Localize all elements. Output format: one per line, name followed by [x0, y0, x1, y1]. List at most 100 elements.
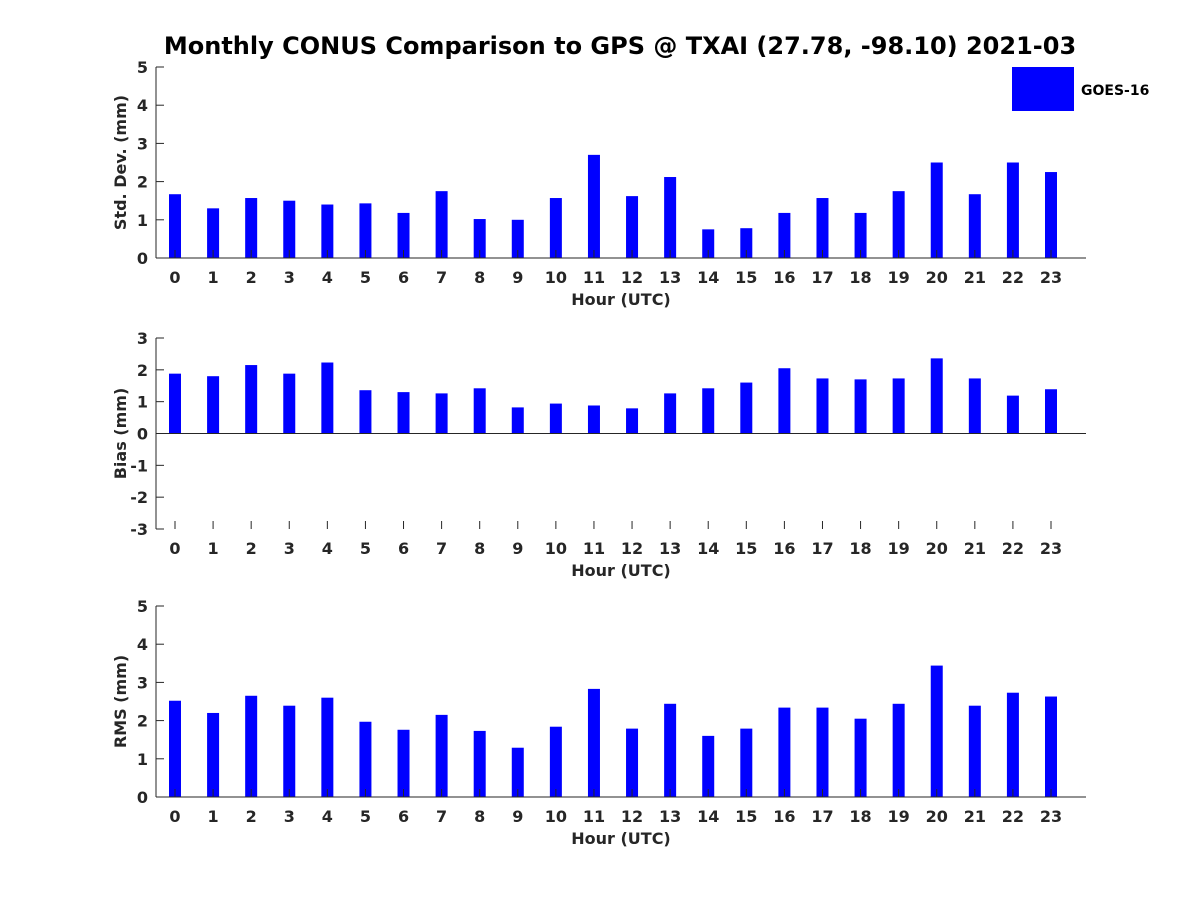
x-tick-label: 10	[545, 807, 567, 826]
x-tick-label: 1	[208, 268, 219, 287]
x-tick-label: 20	[926, 807, 948, 826]
x-tick-label: 17	[811, 807, 833, 826]
bar-hour-18	[854, 718, 867, 797]
x-tick-label: 4	[322, 539, 333, 558]
x-tick-label: 5	[360, 268, 371, 287]
bar-hour-22	[1006, 162, 1019, 258]
bar-hour-14	[702, 735, 715, 797]
bar-hour-18	[854, 379, 867, 434]
bar-hour-12	[626, 196, 639, 258]
y-tick-label: -3	[130, 520, 148, 539]
bar-hour-3	[283, 705, 296, 797]
y-axis-label: Bias (mm)	[111, 388, 130, 480]
bar-hour-4	[321, 204, 334, 258]
y-tick-label: -1	[130, 456, 148, 475]
x-tick-label: 20	[926, 268, 948, 287]
bar-hour-6	[397, 392, 410, 434]
y-tick-label: 3	[137, 329, 148, 348]
y-tick-label: 1	[137, 211, 148, 230]
bar-hour-16	[778, 212, 791, 258]
x-tick-label: 5	[360, 539, 371, 558]
x-tick-label: 12	[621, 807, 643, 826]
bar-hour-8	[473, 730, 486, 797]
x-tick-label: 8	[474, 268, 485, 287]
bar-hour-22	[1006, 692, 1019, 797]
x-tick-label: 16	[773, 268, 795, 287]
x-tick-label: 7	[436, 807, 447, 826]
y-tick-label: -2	[130, 488, 148, 507]
x-tick-label: 14	[697, 807, 719, 826]
x-tick-label: 0	[169, 807, 180, 826]
bar-hour-15	[740, 382, 753, 434]
y-axis-label: RMS (mm)	[111, 655, 130, 748]
x-axis-label: Hour (UTC)	[571, 829, 671, 848]
bar-hour-9	[511, 407, 524, 434]
chart-title: Monthly CONUS Comparison to GPS @ TXAI (…	[164, 32, 1076, 60]
bar-hour-5	[359, 203, 372, 258]
bar-hour-17	[816, 198, 829, 258]
bar-hour-9	[511, 219, 524, 258]
x-tick-label: 13	[659, 539, 681, 558]
y-tick-label: 0	[137, 788, 148, 807]
bar-hour-7	[435, 393, 448, 434]
x-tick-label: 19	[888, 539, 910, 558]
bar-hour-13	[664, 177, 677, 258]
bar-hour-23	[1045, 696, 1057, 797]
x-tick-label: 18	[849, 539, 871, 558]
bar-hour-0	[169, 373, 181, 434]
y-tick-label: 1	[137, 393, 148, 412]
x-tick-label: 0	[169, 539, 180, 558]
y-tick-label: 3	[137, 134, 148, 153]
bar-hour-20	[930, 665, 943, 797]
bar-hour-14	[702, 388, 715, 434]
y-tick-label: 4	[137, 635, 148, 654]
y-axis-label: Std. Dev. (mm)	[111, 95, 130, 230]
x-tick-label: 6	[398, 807, 409, 826]
bar-hour-1	[207, 376, 220, 434]
bar-hour-7	[435, 714, 448, 797]
y-tick-label: 1	[137, 750, 148, 769]
bar-hour-17	[816, 378, 829, 434]
bar-hour-6	[397, 212, 410, 258]
x-tick-label: 11	[583, 268, 605, 287]
x-tick-label: 12	[621, 539, 643, 558]
y-tick-label: 2	[137, 173, 148, 192]
x-tick-label: 1	[208, 539, 219, 558]
y-tick-label: 2	[137, 712, 148, 731]
bar-hour-11	[587, 154, 600, 258]
x-tick-label: 4	[322, 268, 333, 287]
x-tick-label: 16	[773, 807, 795, 826]
x-tick-label: 1	[208, 807, 219, 826]
bar-hour-8	[473, 388, 486, 434]
x-tick-label: 3	[284, 539, 295, 558]
bar-hour-1	[207, 712, 220, 797]
bar-hour-11	[587, 688, 600, 797]
x-tick-label: 23	[1040, 268, 1062, 287]
x-tick-label: 16	[773, 539, 795, 558]
x-tick-label: 14	[697, 539, 719, 558]
bar-hour-19	[892, 703, 905, 797]
bar-hour-14	[702, 229, 715, 258]
bar-hour-0	[169, 194, 181, 258]
x-tick-label: 21	[964, 807, 986, 826]
x-tick-label: 13	[659, 807, 681, 826]
y-tick-label: 5	[137, 58, 148, 77]
x-tick-label: 8	[474, 539, 485, 558]
x-tick-label: 2	[246, 807, 257, 826]
x-tick-label: 2	[246, 268, 257, 287]
bar-hour-5	[359, 390, 372, 434]
legend: GOES-16	[1012, 67, 1149, 111]
bar-hour-9	[511, 747, 524, 797]
bar-hour-21	[968, 378, 981, 434]
bar-hour-10	[549, 726, 562, 797]
bar-hour-23	[1045, 389, 1057, 434]
x-tick-label: 14	[697, 268, 719, 287]
x-tick-label: 10	[545, 268, 567, 287]
bar-hour-22	[1006, 395, 1019, 434]
x-tick-label: 11	[583, 807, 605, 826]
x-tick-label: 12	[621, 268, 643, 287]
bar-hour-7	[435, 191, 448, 258]
x-tick-label: 22	[1002, 268, 1024, 287]
